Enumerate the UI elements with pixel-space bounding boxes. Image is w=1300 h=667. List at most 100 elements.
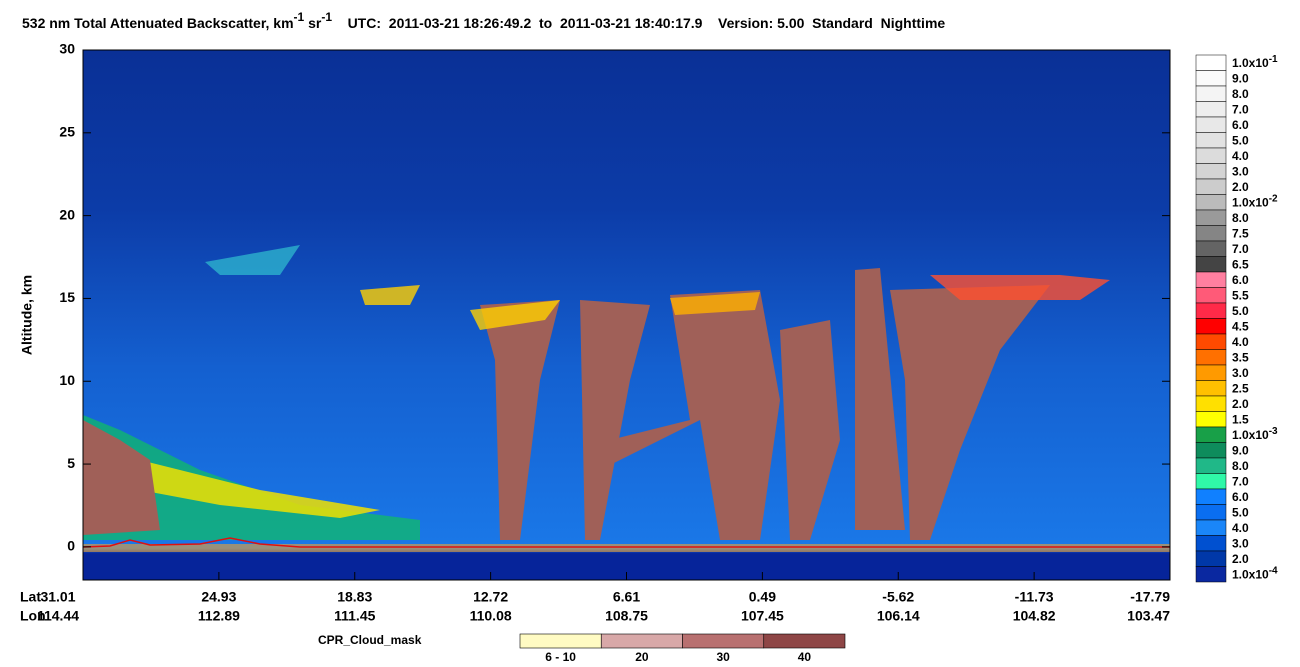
colorbar-box [1195,287,1227,304]
cpr-legend-box [763,633,846,649]
colorbar-box [1195,473,1227,490]
colorbar-label: 1.0x10-1 [1232,53,1278,70]
x-tick-label: 24.93 [201,589,236,605]
colorbar-box [1195,318,1227,335]
title-rest: UTC: 2011-03-21 18:26:49.2 to 2011-03-21… [332,15,945,31]
colorbar-text: 2.5 [1232,381,1249,395]
colorbar-box [1195,116,1227,133]
cloud [83,420,160,535]
y-tick-label: 20 [59,206,75,222]
colorbar-text: 6.5 [1232,257,1249,271]
colorbar-box [1195,225,1227,242]
colorbar-box [1195,147,1227,164]
colorbar-box [1195,209,1227,226]
colorbar-label: 5.0 [1232,304,1249,318]
y-tick-label: 15 [59,289,75,305]
colorbar-text: 4.0 [1232,335,1249,349]
colorbar-label: 8.0 [1232,87,1249,101]
cpr-legend-box [600,633,683,649]
colorbar-box [1195,333,1227,350]
cloud-top [930,275,1110,300]
colorbar-text: 2.0 [1232,552,1249,566]
colorbar-label: 1.0x10-4 [1232,565,1278,582]
y-tick-label: 10 [59,372,75,388]
colorbar-box [1195,163,1227,180]
y-tick-label: 5 [67,455,75,471]
colorbar-text: 3.0 [1232,164,1249,178]
colorbar-sup: -1 [1269,53,1278,64]
colorbar-text: 4.0 [1232,521,1249,535]
colorbar-text: 8.0 [1232,459,1249,473]
colorbar-box [1195,132,1227,149]
colorbar-label: 7.0 [1232,474,1249,488]
surface [83,544,1170,552]
colorbar-box [1195,349,1227,366]
colorbar-label: 8.0 [1232,211,1249,225]
colorbar-text: 1.0x10 [1232,56,1269,70]
cpr-legend-label: 30 [716,650,730,664]
x-tick-label: -5.62 [882,589,914,605]
colorbar-box [1195,457,1227,474]
colorbar-box [1195,442,1227,459]
cpr-legend-box [682,633,765,649]
colorbar-label: 4.0 [1232,335,1249,349]
colorbar-label: 3.0 [1232,536,1249,550]
cpr-legend-label: 40 [798,650,812,664]
x-tick-label: 108.75 [605,608,648,624]
x-tick-label: 110.08 [470,608,512,624]
colorbar-text: 5.0 [1232,304,1249,318]
colorbar-text: 8.0 [1232,211,1249,225]
colorbar-text: 5.0 [1232,505,1249,519]
y-tick-label: 0 [67,538,75,554]
x-tick-label: 114.44 [37,608,79,624]
cloud-thin [205,245,300,275]
colorbar-box [1195,302,1227,319]
x-tick-label: 0.49 [749,589,776,605]
colorbar-label: 3.0 [1232,366,1249,380]
colorbar-text: 7.0 [1232,474,1249,488]
backscatter-image [82,50,1170,580]
colorbar-box [1195,488,1227,505]
x-tick-label: 104.82 [1013,608,1056,624]
cpr-legend: CPR_Cloud_mask [318,633,422,647]
cloud-top [470,300,560,330]
chart-title: 532 nm Total Attenuated Backscatter, km-… [22,10,945,31]
colorbar-box [1195,101,1227,118]
colorbar-box [1195,70,1227,87]
x-row-label: Lon [20,608,46,624]
x-tick-label: 103.47 [1127,608,1170,624]
colorbar-box [1195,411,1227,428]
colorbar-text: 3.0 [1232,536,1249,550]
colorbar-box [1195,535,1227,552]
colorbar-box [1195,550,1227,567]
colorbar-box [1195,178,1227,195]
colorbar-label: 2.5 [1232,381,1249,395]
colorbar-text: 1.0x10 [1232,567,1269,581]
title-mid: sr [304,15,322,31]
colorbar-text: 7.0 [1232,102,1249,116]
colorbar-box [1195,256,1227,273]
y-tick-label: 30 [59,41,75,57]
cpr-legend-label: 20 [635,650,649,664]
cloud [600,290,780,540]
x-tick-label: 12.72 [473,589,508,605]
colorbar-text: 1.0x10 [1232,195,1269,209]
x-tick-label: 111.45 [334,608,375,624]
colorbar-sup: -4 [1269,565,1278,576]
colorbar-text: 5.5 [1232,288,1249,302]
cloud-top [670,292,760,315]
colorbar-text: 3.5 [1232,350,1249,364]
colorbar-label: 4.0 [1232,521,1249,535]
colorbar-label: 9.0 [1232,443,1249,457]
colorbar-box [1195,240,1227,257]
y-axis-label: Altitude, km [19,275,35,355]
colorbar-box [1195,54,1227,71]
cloud-thin [360,285,420,305]
y-tick-label: 25 [59,124,75,140]
colorbar-box [1195,194,1227,211]
title-sup: -1 [294,10,305,24]
colorbar-label: 1.0x10-2 [1232,193,1278,210]
colorbar-text: 2.0 [1232,180,1249,194]
colorbar-box [1195,271,1227,288]
